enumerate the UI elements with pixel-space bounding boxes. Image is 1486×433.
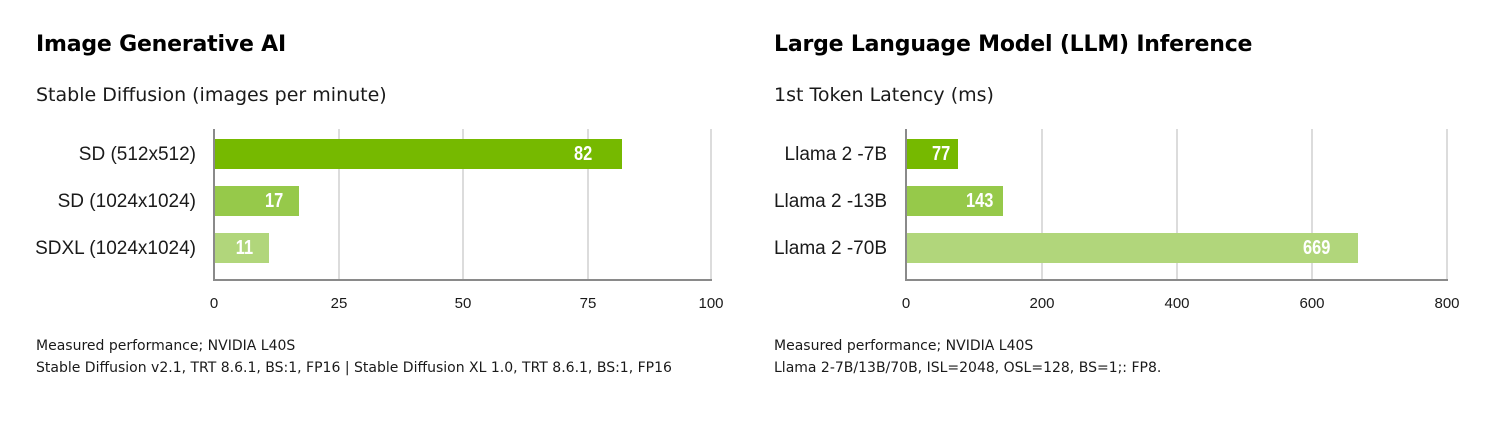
x-tick-label: 200 (1029, 295, 1055, 312)
category-label: Llama 2 -7B (784, 144, 887, 165)
x-tick-label: 600 (1299, 295, 1325, 312)
x-tick-label: 0 (209, 295, 219, 312)
x-tick-label: 400 (1164, 295, 1190, 312)
x-tick-label: 100 (698, 295, 724, 312)
x-axis-line (213, 279, 712, 281)
footnote-line: Measured performance; NVIDIA L40S (774, 338, 1034, 354)
x-axis-line (905, 279, 1448, 281)
footnote-line: Measured performance; NVIDIA L40S (36, 338, 296, 354)
chart-subtitle: 1st Token Latency (ms) (774, 84, 994, 106)
x-tick-label: 50 (454, 295, 472, 312)
y-axis-line (213, 129, 215, 281)
bar-value-label: 77 (931, 143, 950, 165)
gridline-75 (587, 129, 589, 281)
bar-sd-1024: 17 (215, 186, 299, 216)
first-token-latency-bar-chart: Llama 2 -7B Llama 2 -13B Llama 2 -70B 77… (740, 129, 1486, 319)
footnote-line: Stable Diffusion v2.1, TRT 8.6.1, BS:1, … (36, 360, 672, 376)
x-tick-label: 800 (1434, 295, 1460, 312)
bar-llama2-13b: 143 (907, 186, 1003, 216)
gridline-50 (462, 129, 464, 281)
bar-value-label: 82 (573, 143, 592, 165)
chart-subtitle: Stable Diffusion (images per minute) (36, 84, 387, 106)
bar-value-label: 17 (264, 190, 283, 212)
gridline-200 (1041, 129, 1043, 281)
category-label: SD (512x512) (78, 144, 196, 165)
category-label: SDXL (1024x1024) (35, 238, 196, 259)
y-axis-line (905, 129, 907, 281)
category-label: Llama 2 -70B (773, 238, 887, 259)
bar-llama2-7b: 77 (907, 139, 958, 169)
bar-value-label: 11 (235, 237, 253, 259)
bar-value-label: 669 (1302, 237, 1330, 259)
x-tick-label: 25 (330, 295, 348, 312)
x-tick-label: 0 (901, 295, 911, 312)
gridline-800 (1446, 129, 1448, 281)
bar-value-label: 143 (965, 190, 993, 212)
category-label: SD (1024x1024) (57, 191, 196, 212)
chart-title: Large Language Model (LLM) Inference (774, 32, 1253, 57)
gridline-400 (1176, 129, 1178, 281)
bar-sdxl-1024: 11 (215, 233, 269, 263)
category-label: Llama 2 -13B (773, 191, 887, 212)
gridline-25 (338, 129, 340, 281)
bar-llama2-70b: 669 (907, 233, 1358, 263)
gridline-100 (710, 129, 712, 281)
chart-title: Image Generative AI (36, 32, 286, 57)
bar-sd-512: 82 (215, 139, 622, 169)
stable-diffusion-bar-chart: SD (512x512) SD (1024x1024) SDXL (1024x1… (0, 129, 740, 319)
gridline-600 (1311, 129, 1313, 281)
footnote-line: Llama 2-7B/13B/70B, ISL=2048, OSL=128, B… (774, 360, 1162, 376)
x-tick-label: 75 (579, 295, 597, 312)
